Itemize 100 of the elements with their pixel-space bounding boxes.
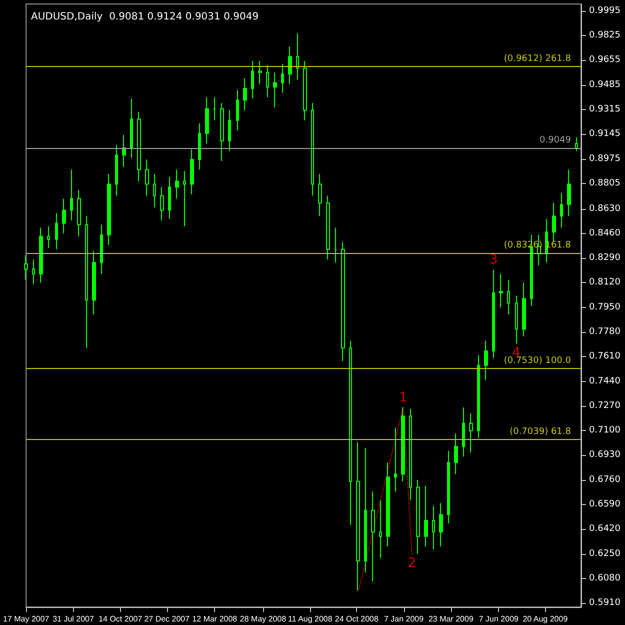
candlestick xyxy=(183,170,186,227)
candlestick xyxy=(515,295,518,344)
candlestick xyxy=(92,250,96,316)
candlestick xyxy=(32,259,35,285)
y-tick-label: 0.7780 xyxy=(589,327,621,338)
y-tick-label: 0.8460 xyxy=(589,228,621,238)
ref-line-label: (0.7530) 100.0 xyxy=(504,356,572,366)
y-tick-label: 0.6250 xyxy=(589,548,621,559)
candlestick xyxy=(447,450,450,524)
candlestick xyxy=(462,406,465,458)
candlestick xyxy=(273,72,277,108)
candlestick xyxy=(70,169,73,221)
annotation: 2 xyxy=(408,556,416,571)
ref-line-label: (0.9612) 261.8 xyxy=(504,54,572,64)
candlestick xyxy=(575,136,578,152)
candlestick xyxy=(62,198,66,234)
candlestick xyxy=(303,60,307,121)
y-tick-label: 0.7440 xyxy=(589,376,621,386)
candlestick xyxy=(47,226,50,248)
y-tick-label: 0.8805 xyxy=(589,178,620,188)
candlestick xyxy=(220,102,224,162)
candlestick xyxy=(311,102,314,196)
y-tick-label: 0.8975 xyxy=(589,154,620,164)
y-tick-label: 0.9315 xyxy=(589,104,620,115)
candlestick xyxy=(409,408,412,501)
y-tick-label: 0.7270 xyxy=(589,400,621,411)
candlestick xyxy=(55,212,58,250)
x-tick-label: 7 Jun 2009 xyxy=(478,614,520,624)
y-tick-label: 0.8630 xyxy=(589,204,621,214)
y-tick-label: 0.9655 xyxy=(589,55,620,66)
candlestick xyxy=(560,192,563,228)
candlestick xyxy=(424,485,428,548)
candlestick xyxy=(145,159,149,196)
ref-line-label: (0.7039) 61.8 xyxy=(510,426,572,437)
text: AUDUSD,Daily 0.9081 0.9124 0.9031 0.9049 xyxy=(31,12,259,22)
x-tick-label: 20 Aug 2009 xyxy=(522,614,568,624)
y-tick-label: 0.7610 xyxy=(589,352,621,362)
x-tick-label: 24 Oct 2008 xyxy=(334,614,380,624)
annotation: 3 xyxy=(490,252,498,268)
candlestick xyxy=(341,242,345,362)
candlestick xyxy=(507,279,510,316)
y-tick-label: 0.7100 xyxy=(589,426,621,436)
candlestick xyxy=(236,89,239,132)
candlestick xyxy=(296,32,299,80)
candlestick xyxy=(213,96,216,121)
y-tick-label: 0.9825 xyxy=(589,30,620,41)
candlestick xyxy=(454,432,458,475)
ref-line-label: 0.9049 xyxy=(540,136,572,146)
candlestick xyxy=(205,96,209,144)
candlestick xyxy=(439,502,443,548)
candlestick xyxy=(198,122,201,170)
candlestick xyxy=(160,186,164,221)
candlestick xyxy=(469,412,473,453)
x-tick-label: 11 Aug 2008 xyxy=(288,614,333,624)
candlestick xyxy=(243,78,247,111)
y-tick-label: 0.7950 xyxy=(589,302,621,312)
y-tick-label: 0.6420 xyxy=(589,524,621,534)
annotation: 1 xyxy=(399,390,408,406)
y-tick-label: 0.6080 xyxy=(589,573,621,584)
candlestick xyxy=(492,269,495,359)
y-tick-label: 0.8120 xyxy=(589,278,621,288)
candlestick xyxy=(386,462,390,548)
candlestick xyxy=(100,224,103,275)
candlestick xyxy=(288,46,292,85)
candlestick xyxy=(251,60,254,100)
x-tick-label: 12 Mar 2008 xyxy=(192,614,238,624)
y-tick-label: 0.9995 xyxy=(589,6,620,16)
candlestick xyxy=(228,110,231,152)
candlestick xyxy=(115,144,118,196)
candlestick xyxy=(334,227,337,263)
candlestick xyxy=(401,406,405,482)
candlestick xyxy=(371,490,375,582)
y-tick-label: 0.8290 xyxy=(589,253,621,264)
candlestick xyxy=(85,216,88,348)
candlestick xyxy=(153,174,156,208)
y-tick-label: 0.9145 xyxy=(589,129,620,140)
y-tick-label: 0.5910 xyxy=(589,598,621,608)
candlestick xyxy=(394,427,397,492)
candlestick xyxy=(258,60,262,85)
candlestick xyxy=(356,442,360,591)
candlestick xyxy=(484,340,488,380)
candlestick xyxy=(379,500,382,559)
candlestick xyxy=(477,354,480,438)
candlestick xyxy=(281,63,284,94)
candlestick xyxy=(39,227,43,284)
y-tick-label: 0.9485 xyxy=(589,80,620,90)
candlestick xyxy=(77,189,81,237)
x-tick-label: 31 Jul 2007 xyxy=(52,614,94,624)
candlestick xyxy=(24,254,28,280)
y-tick-label: 0.6760 xyxy=(589,474,621,485)
candlestick xyxy=(137,111,141,182)
x-tick-label: 23 Mar 2009 xyxy=(428,614,474,624)
candlestick xyxy=(130,98,133,159)
candlestick xyxy=(545,218,548,263)
candlestick xyxy=(349,340,352,526)
candlestick xyxy=(318,174,322,217)
x-tick-label: 17 May 2007 xyxy=(2,614,50,624)
candlestick xyxy=(266,64,269,98)
x-tick-label: 27 Dec 2007 xyxy=(144,614,190,624)
candlestick xyxy=(175,169,179,200)
